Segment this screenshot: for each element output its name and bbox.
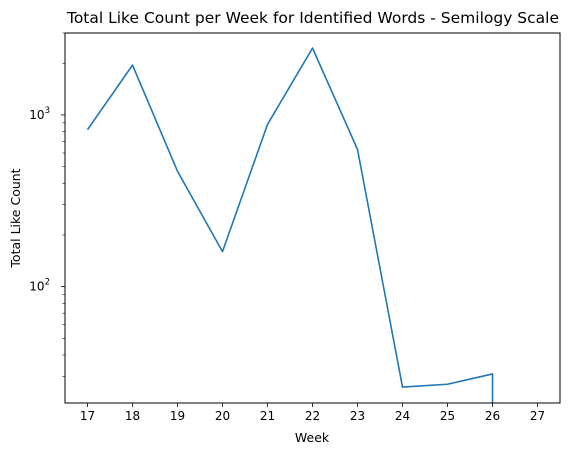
y-axis-label: Total Like Count	[8, 168, 23, 268]
x-tick-label: 20	[215, 409, 230, 423]
x-tick-label: 22	[305, 409, 320, 423]
y-tick-label: 102	[29, 278, 50, 294]
x-tick-label: 24	[395, 409, 410, 423]
y-axis: 102 103	[29, 32, 65, 377]
series-layer	[86, 47, 494, 403]
series-line	[86, 47, 494, 403]
x-tick-label: 25	[440, 409, 455, 423]
x-tick-label: 19	[170, 409, 185, 423]
x-tick-label: 18	[125, 409, 140, 423]
plot-frame	[64, 32, 561, 404]
x-axis-label: Week	[295, 430, 330, 445]
x-tick-label: 21	[260, 409, 275, 423]
x-tick-label: 27	[530, 409, 545, 423]
x-axis: 17 18 19 20 21 22 23 24 25 26 27	[80, 403, 545, 423]
x-tick-label: 26	[485, 409, 500, 423]
chart-title: Total Like Count per Week for Identified…	[66, 9, 559, 27]
y-tick-label: 103	[29, 106, 50, 122]
x-tick-label: 17	[80, 409, 95, 423]
x-tick-label: 23	[350, 409, 365, 423]
